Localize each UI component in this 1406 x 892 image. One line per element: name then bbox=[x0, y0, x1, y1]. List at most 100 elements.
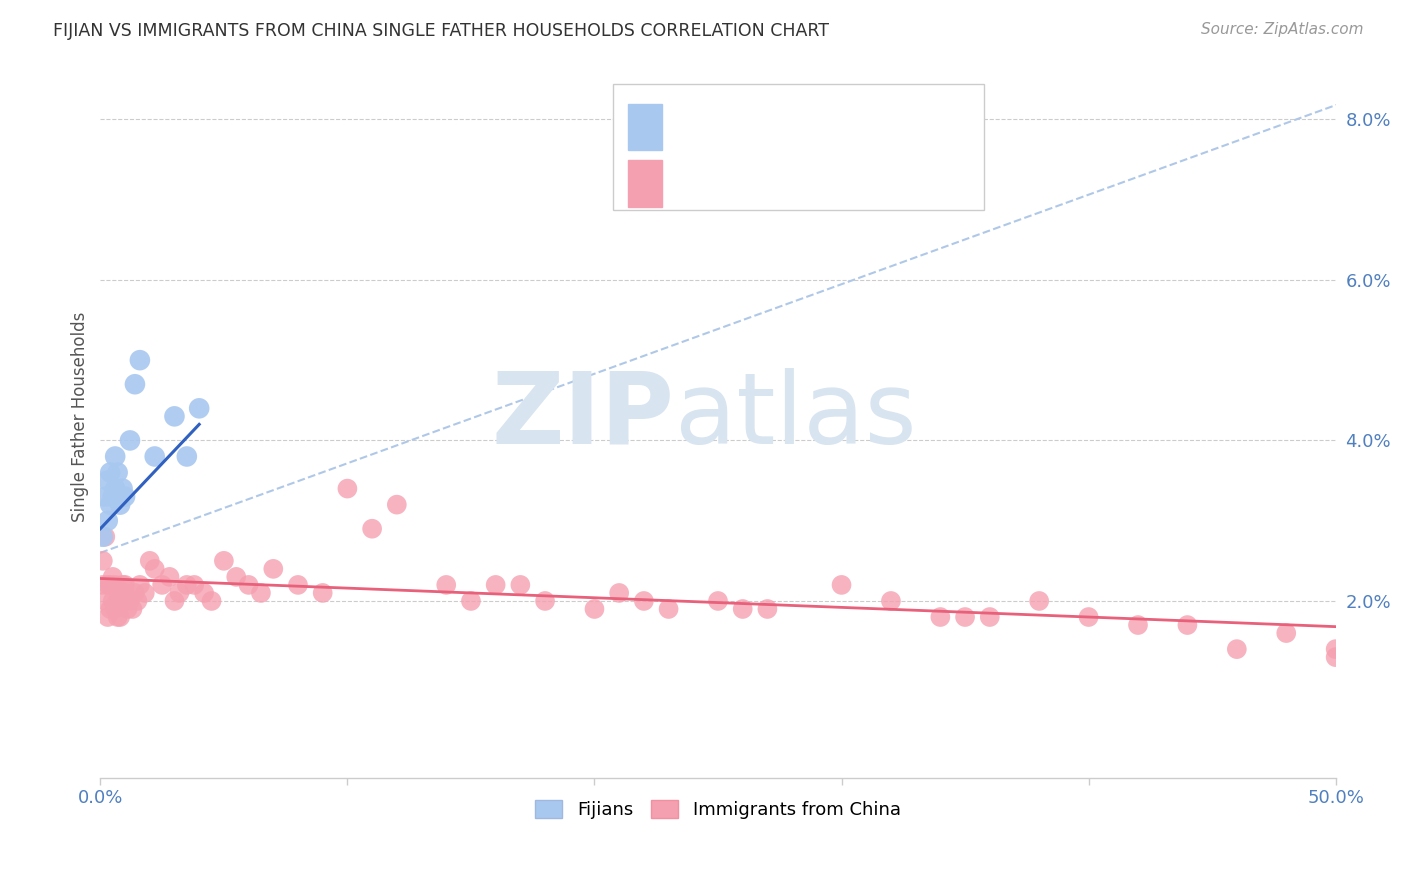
Point bbox=[114, 490, 136, 504]
Point bbox=[176, 578, 198, 592]
Point bbox=[114, 578, 136, 592]
Text: 20: 20 bbox=[860, 120, 883, 138]
Point bbox=[534, 594, 557, 608]
Text: 0.302: 0.302 bbox=[730, 120, 782, 138]
Point bbox=[1275, 626, 1298, 640]
Text: -0.261: -0.261 bbox=[730, 177, 789, 194]
Point bbox=[238, 578, 260, 592]
Point bbox=[485, 578, 508, 592]
Y-axis label: Single Father Households: Single Father Households bbox=[72, 311, 89, 522]
Point bbox=[509, 578, 531, 592]
Text: FIJIAN VS IMMIGRANTS FROM CHINA SINGLE FATHER HOUSEHOLDS CORRELATION CHART: FIJIAN VS IMMIGRANTS FROM CHINA SINGLE F… bbox=[53, 22, 830, 40]
Point bbox=[150, 578, 173, 592]
Point bbox=[134, 586, 156, 600]
Point bbox=[98, 578, 121, 592]
Point bbox=[176, 450, 198, 464]
Point bbox=[104, 482, 127, 496]
Point bbox=[385, 498, 408, 512]
Point bbox=[225, 570, 247, 584]
Point bbox=[128, 578, 150, 592]
Point bbox=[101, 490, 124, 504]
Point bbox=[756, 602, 779, 616]
Point bbox=[104, 602, 127, 616]
Point bbox=[97, 578, 120, 592]
Point bbox=[183, 578, 205, 592]
Point bbox=[1324, 650, 1347, 665]
Point bbox=[108, 586, 131, 600]
Point bbox=[169, 586, 191, 600]
Text: N =: N = bbox=[811, 120, 851, 138]
Point bbox=[434, 578, 457, 592]
Point bbox=[101, 594, 124, 608]
Point bbox=[111, 482, 134, 496]
FancyBboxPatch shape bbox=[628, 160, 662, 207]
Point bbox=[104, 450, 127, 464]
Point bbox=[607, 586, 630, 600]
Point bbox=[212, 554, 235, 568]
Text: R =: R = bbox=[681, 120, 720, 138]
Point bbox=[1126, 618, 1149, 632]
Text: R =: R = bbox=[681, 177, 720, 194]
Point bbox=[979, 610, 1001, 624]
Point bbox=[929, 610, 952, 624]
Point bbox=[831, 578, 853, 592]
Point bbox=[633, 594, 655, 608]
Point bbox=[101, 570, 124, 584]
Point bbox=[1077, 610, 1099, 624]
Point bbox=[731, 602, 754, 616]
Point bbox=[97, 610, 120, 624]
Point bbox=[143, 562, 166, 576]
Point bbox=[1226, 642, 1249, 657]
Point bbox=[114, 586, 136, 600]
Text: ZIP: ZIP bbox=[492, 368, 675, 465]
Point bbox=[118, 434, 141, 448]
Point bbox=[312, 586, 335, 600]
Point bbox=[658, 602, 681, 616]
Text: atlas: atlas bbox=[675, 368, 917, 465]
Point bbox=[128, 353, 150, 368]
Point bbox=[118, 594, 141, 608]
Point bbox=[107, 610, 129, 624]
Point bbox=[1177, 618, 1199, 632]
Point bbox=[91, 578, 114, 592]
Point bbox=[124, 586, 146, 600]
Point bbox=[707, 594, 730, 608]
Point bbox=[193, 586, 215, 600]
Point bbox=[97, 514, 120, 528]
Text: 71: 71 bbox=[860, 177, 883, 194]
Point bbox=[98, 498, 121, 512]
Point bbox=[108, 610, 131, 624]
FancyBboxPatch shape bbox=[613, 84, 984, 211]
Point bbox=[124, 377, 146, 392]
Point bbox=[98, 466, 121, 480]
Point bbox=[361, 522, 384, 536]
Point bbox=[111, 578, 134, 592]
Point bbox=[98, 602, 121, 616]
Point bbox=[97, 474, 120, 488]
Point bbox=[880, 594, 903, 608]
Legend: Fijians, Immigrants from China: Fijians, Immigrants from China bbox=[529, 792, 908, 826]
Point bbox=[108, 498, 131, 512]
Point bbox=[250, 586, 273, 600]
Point bbox=[91, 554, 114, 568]
Text: Source: ZipAtlas.com: Source: ZipAtlas.com bbox=[1201, 22, 1364, 37]
Point bbox=[94, 594, 117, 608]
Point bbox=[163, 409, 186, 424]
Point bbox=[1028, 594, 1050, 608]
Point bbox=[460, 594, 482, 608]
Point bbox=[139, 554, 162, 568]
Point bbox=[200, 594, 222, 608]
Point bbox=[159, 570, 181, 584]
Point bbox=[262, 562, 284, 576]
Point bbox=[188, 401, 211, 416]
Point bbox=[143, 450, 166, 464]
Point bbox=[94, 530, 117, 544]
Point bbox=[104, 578, 127, 592]
FancyBboxPatch shape bbox=[628, 103, 662, 151]
Text: N =: N = bbox=[811, 177, 851, 194]
Point bbox=[107, 466, 129, 480]
Point bbox=[91, 530, 114, 544]
Point bbox=[94, 490, 117, 504]
Point bbox=[1324, 642, 1347, 657]
Point bbox=[127, 594, 149, 608]
